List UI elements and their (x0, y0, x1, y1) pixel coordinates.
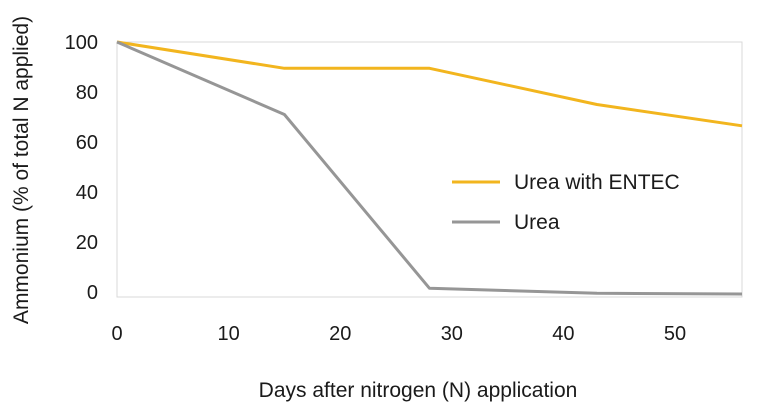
y-axis-title: Ammonium (% of total N applied) (10, 16, 33, 324)
x-tick-label: 20 (329, 323, 351, 345)
y-tick-label: 100 (65, 32, 98, 54)
series-lines (116, 40, 743, 296)
x-tick-label: 10 (217, 323, 239, 345)
x-tick-label: 30 (441, 323, 463, 345)
x-tick-label: 50 (664, 323, 686, 345)
x-tick-label: 0 (111, 323, 122, 345)
series-line-urea-entec (116, 40, 743, 128)
y-axis: 0 20 40 60 80 100 (65, 32, 98, 304)
y-tick-label: 60 (76, 132, 98, 154)
legend-label-urea: Urea (514, 211, 560, 234)
series-line-urea (116, 40, 743, 296)
y-tick-label: 0 (87, 282, 98, 304)
legend: Urea with ENTEC Urea (452, 171, 680, 234)
legend-label-urea-entec: Urea with ENTEC (514, 171, 680, 194)
x-tick-label: 40 (552, 323, 574, 345)
x-axis-title: Days after nitrogen (N) application (259, 379, 578, 402)
plot-area (116, 41, 743, 298)
y-tick-label: 40 (76, 182, 98, 204)
y-tick-label: 20 (76, 232, 98, 254)
x-axis: 0 10 20 30 40 50 (111, 323, 686, 345)
y-tick-label: 80 (76, 82, 98, 104)
